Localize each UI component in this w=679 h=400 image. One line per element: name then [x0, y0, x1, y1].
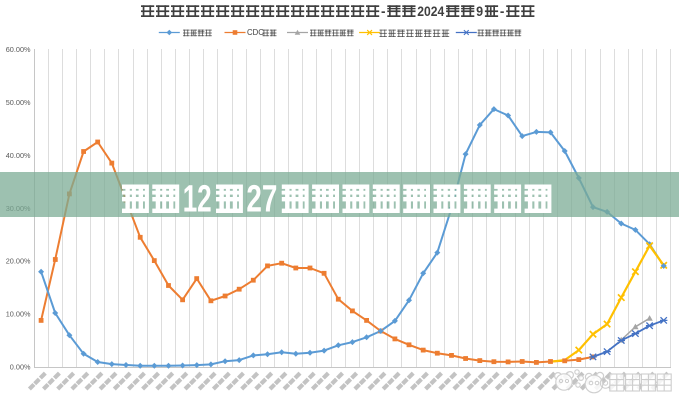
svg-text:40.00%: 40.00%	[6, 151, 31, 160]
svg-text:27: 27	[246, 179, 277, 221]
svg-text:60.00%: 60.00%	[6, 45, 31, 54]
svg-text:12: 12	[183, 179, 212, 221]
svg-text:CDC: CDC	[247, 28, 264, 37]
svg-text:2024: 2024	[417, 4, 444, 19]
svg-text:0.00%: 0.00%	[10, 363, 31, 372]
svg-text:20.00%: 20.00%	[6, 257, 31, 266]
svg-text:10.00%: 10.00%	[6, 310, 31, 319]
svg-text:-: -	[500, 4, 505, 19]
svg-text:-: -	[381, 4, 386, 19]
svg-text:50.00%: 50.00%	[6, 98, 31, 107]
svg-text:9: 9	[476, 4, 483, 19]
